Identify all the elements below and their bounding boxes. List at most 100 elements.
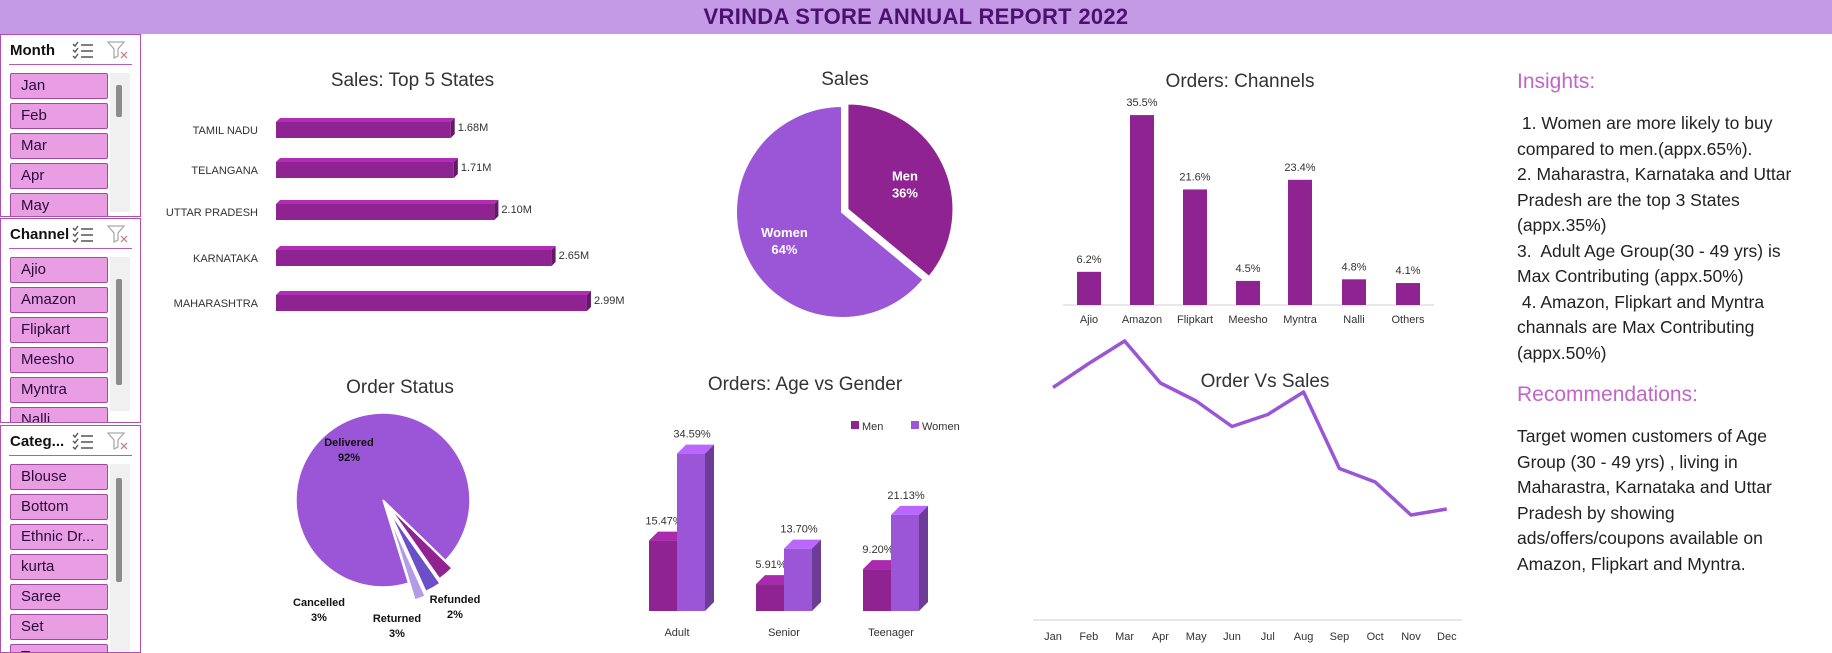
recommendations-heading: Recommendations: (1517, 383, 1698, 406)
data-label: 4.5% (1235, 263, 1260, 275)
bar (1183, 189, 1207, 305)
category-label: Teenager (868, 627, 914, 639)
category-label: KARNATAKA (193, 253, 259, 265)
category-label: Apr (1152, 631, 1169, 643)
bar-side-face (551, 246, 556, 266)
category-label: Meesho (1228, 314, 1267, 326)
slicer-scrollbar[interactable] (110, 257, 130, 411)
data-label: 2.10M (501, 204, 532, 216)
slice-label: Women (761, 225, 808, 240)
data-label: 34.59% (673, 429, 711, 441)
data-label: 2.65M (559, 250, 590, 262)
recommendation-line: Maharastra, Karnataka and Uttar (1517, 477, 1772, 497)
slicer-item[interactable]: Bottom (10, 494, 108, 520)
insight-line: (appx.35%) (1517, 215, 1607, 235)
slicer-item[interactable]: Meesho (10, 347, 108, 373)
recommendation-line: Amazon, Flipkart and Myntra. (1517, 553, 1746, 574)
bar (1342, 279, 1366, 305)
slicer-item[interactable]: Ethnic Dr... (10, 524, 108, 550)
bar-top-face (276, 246, 556, 250)
category-label: Jun (1223, 631, 1241, 643)
multi-select-icon[interactable] (72, 432, 94, 450)
slicer-item[interactable]: Nalli (10, 407, 108, 422)
slicer-item[interactable]: Amazon (10, 287, 108, 313)
clear-filter-icon[interactable] (107, 40, 129, 60)
bar (276, 250, 552, 266)
bar (1077, 271, 1101, 305)
pie-slice (388, 507, 454, 580)
category-label: Aug (1294, 631, 1314, 643)
slicer-item[interactable]: Ajio (10, 257, 108, 283)
multi-select-icon[interactable] (72, 41, 94, 59)
insight-line: 4. Amazon, Flipkart and Myntra (1517, 291, 1765, 312)
slicer-item[interactable]: Jan (10, 73, 108, 99)
clear-filter-icon[interactable] (107, 431, 129, 451)
series-line (1052, 339, 1448, 517)
category-label: Feb (1079, 631, 1098, 643)
bar (891, 514, 919, 611)
slicer-item[interactable]: kurta (10, 554, 108, 580)
slicer-label: Channel (10, 225, 70, 243)
bar-top-face (276, 158, 458, 162)
bar (1396, 283, 1420, 305)
category-label: TELANGANA (191, 165, 258, 177)
data-label: 9.20% (862, 544, 893, 556)
bar-top-face (784, 539, 821, 549)
insight-line: 2. Maharastra, Karnataka and Uttar (1517, 164, 1792, 184)
bar (276, 204, 495, 220)
bar-top-face (649, 531, 686, 541)
chart-title-top-states: Sales: Top 5 States (330, 70, 495, 91)
clear-filter-icon[interactable] (107, 224, 129, 244)
slicer-category[interactable]: Categ... Blouse Bottom Ethnic Dr... kurt… (0, 425, 141, 653)
chart-title-sales-pie: Sales (821, 69, 869, 90)
bar-top-face (276, 118, 455, 122)
legend-label: Women (922, 421, 960, 433)
slice-value: 36% (892, 185, 918, 200)
slicer-item[interactable]: Feb (10, 103, 108, 129)
data-label: 35.5% (1126, 97, 1157, 109)
slice-label: Refunded (430, 594, 481, 606)
slicer-item[interactable]: Mar (10, 133, 108, 159)
slicer-scrollbar[interactable] (110, 73, 130, 212)
data-label: 6.2% (1076, 254, 1101, 266)
data-label: 2.99M (594, 295, 625, 307)
slicer-item[interactable]: Top (10, 644, 108, 652)
slicer-channel[interactable]: Channel Ajio Amazon Flipkart Meesho Mynt… (0, 218, 141, 423)
slicer-header: Month (1, 35, 140, 65)
slicer-item[interactable]: Blouse (10, 464, 108, 490)
slicer-month[interactable]: Month Jan Feb Mar Apr May (0, 34, 141, 217)
slice-label: Returned (373, 613, 421, 625)
data-label: 21.13% (887, 490, 925, 502)
slicer-item[interactable]: Myntra (10, 377, 108, 403)
category-label: Senior (768, 627, 800, 639)
data-label: 23.4% (1284, 162, 1315, 174)
chart-title-order-sales: Order Vs Sales (1200, 371, 1330, 392)
slicer-item[interactable]: Set (10, 614, 108, 640)
category-label: Adult (664, 627, 689, 639)
slicer-item[interactable]: Saree (10, 584, 108, 610)
slicer-item[interactable]: Flipkart (10, 317, 108, 343)
bar-top-face (756, 575, 793, 585)
recommendations-body: Target women customers of Age Group (30 … (1517, 424, 1817, 577)
slicer-item[interactable]: May (10, 193, 108, 216)
category-label: Jan (1044, 631, 1062, 643)
slicer-item-list: Ajio Amazon Flipkart Meesho Myntra Nalli (10, 257, 108, 422)
bar (276, 295, 587, 311)
slicer-scrollbar[interactable] (110, 464, 130, 652)
slice-label: Cancelled (293, 597, 345, 609)
insight-line: 1. Women are more likely to buy (1517, 113, 1773, 133)
report-title: VRINDA STORE ANNUAL REPORT 2022 (703, 4, 1129, 29)
bar (649, 540, 677, 611)
bar-top-face (891, 505, 928, 515)
slice-value: 64% (771, 242, 797, 257)
pie-slice (735, 104, 926, 319)
slicer-item[interactable]: Apr (10, 163, 108, 189)
slicer-item-list: Jan Feb Mar Apr May (10, 73, 108, 216)
multi-select-icon[interactable] (72, 225, 94, 243)
chart-title-channels: Orders: Channels (1165, 71, 1315, 92)
category-label: Amazon (1122, 314, 1162, 326)
category-label: Dec (1437, 631, 1457, 643)
bar-top-face (677, 444, 714, 454)
category-label: Ajio (1080, 314, 1098, 326)
bar (756, 584, 784, 611)
